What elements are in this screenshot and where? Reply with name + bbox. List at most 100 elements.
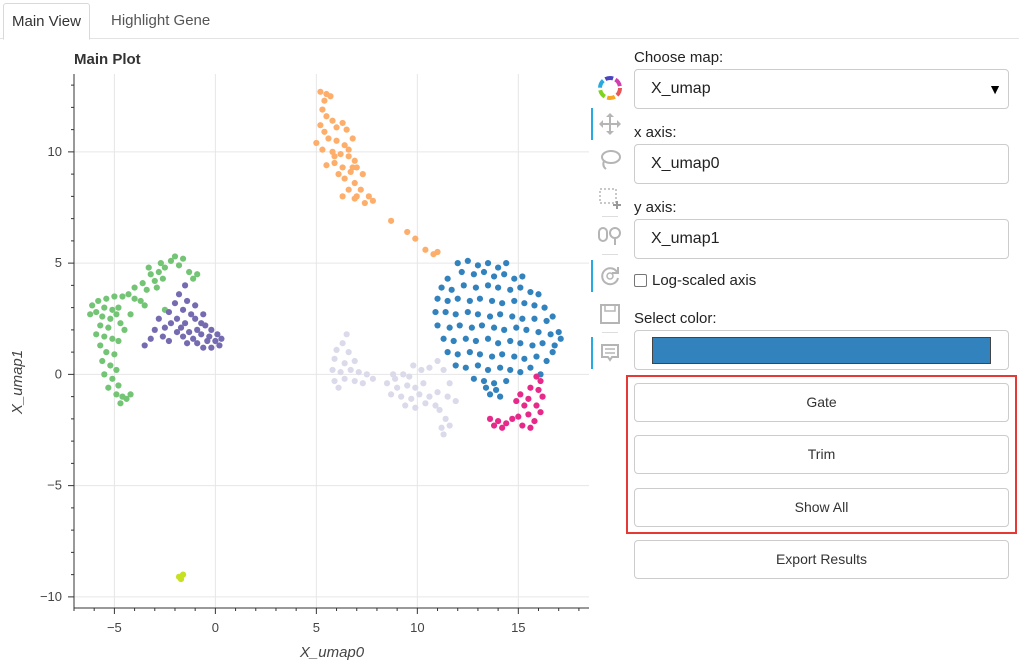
- scatter-point: [495, 264, 502, 271]
- scatter-point: [474, 362, 482, 369]
- scatter-point: [490, 380, 498, 387]
- scatter-point: [343, 331, 350, 338]
- scatter-point: [464, 308, 471, 316]
- main-plot[interactable]: Main Plot −5 0 5 10 15 10 5 0 −5 −10 X_umap0 X_um…: [0, 40, 592, 671]
- scatter-point: [511, 353, 518, 360]
- scatter-point: [462, 364, 469, 371]
- scatter-point: [476, 351, 484, 358]
- x-axis-label: X_umap0: [299, 644, 365, 661]
- scatter-point: [529, 342, 536, 349]
- scatter-point: [446, 422, 453, 429]
- show-all-button[interactable]: Show All: [634, 488, 1009, 527]
- tab-highlight-gene[interactable]: Highlight Gene: [111, 12, 211, 29]
- scatter-point: [501, 271, 508, 278]
- scatter-point: [486, 415, 494, 422]
- scatter-point: [200, 311, 207, 318]
- scatter-point: [484, 366, 492, 374]
- tab-main-view[interactable]: Main View: [3, 3, 90, 40]
- scatter-point: [341, 175, 348, 182]
- scatter-point: [369, 197, 377, 204]
- scatter-point: [218, 335, 225, 342]
- y-axis-field-label: y axis:: [634, 199, 677, 216]
- scatter-point: [480, 377, 488, 385]
- choose-map-select[interactable]: X_umap ▼: [634, 69, 1009, 109]
- scatter-point: [143, 286, 150, 293]
- x-axis-input[interactable]: X_umap0: [634, 144, 1009, 184]
- scatter-point: [541, 304, 548, 311]
- bokeh-logo-icon[interactable]: [594, 72, 626, 104]
- scatter-point: [525, 395, 532, 402]
- scatter-point: [173, 315, 181, 322]
- scatter-point: [171, 300, 179, 307]
- scatter-point: [517, 340, 524, 347]
- y-axis-input[interactable]: X_umap1: [634, 219, 1009, 259]
- scatter-point: [111, 293, 118, 300]
- choose-map-value: X_umap: [651, 80, 711, 97]
- scatter-point: [345, 349, 352, 356]
- scatter-point: [531, 302, 538, 309]
- scatter-point: [200, 344, 207, 351]
- scatter-point: [190, 335, 197, 342]
- scatter-point: [87, 311, 94, 318]
- scatter-point: [97, 342, 104, 349]
- scatter-point: [434, 357, 441, 365]
- scatter-point: [519, 273, 526, 280]
- y-axis-input-value: X_umap1: [651, 230, 720, 247]
- scatter-point: [141, 342, 148, 349]
- scatter-point: [131, 295, 138, 302]
- scatter-point: [517, 391, 524, 398]
- scatter-point: [490, 422, 498, 429]
- scatter-point: [450, 337, 457, 345]
- scatter-point: [337, 151, 344, 158]
- scatter-point: [131, 284, 138, 291]
- scatter-point: [117, 400, 124, 407]
- lasso-icon[interactable]: [594, 144, 626, 176]
- log-scaled-checkbox[interactable]: [634, 274, 647, 287]
- scatter-point: [359, 171, 366, 178]
- scatter-point: [127, 391, 134, 398]
- scatter-point: [333, 137, 340, 144]
- scatter-point: [317, 88, 324, 95]
- scatter-point: [438, 424, 445, 431]
- scatter-point: [186, 268, 193, 276]
- scatter-point: [472, 284, 480, 291]
- scatter-point: [383, 380, 391, 387]
- log-scaled-row: Log-scaled axis: [634, 272, 756, 289]
- scatter-point: [101, 304, 108, 311]
- scatter-point: [202, 322, 209, 329]
- scatter-point: [454, 295, 461, 302]
- scatter-point: [456, 322, 463, 329]
- scatter-point: [519, 422, 526, 429]
- reset-icon[interactable]: [591, 260, 626, 292]
- dropdown-arrow-icon: ▼: [988, 81, 1002, 97]
- scatter-point: [321, 128, 328, 135]
- hover-icon[interactable]: [591, 337, 626, 369]
- scatter-point: [444, 349, 451, 356]
- select-color-label: Select color:: [634, 310, 717, 327]
- export-results-button[interactable]: Export Results: [634, 540, 1009, 579]
- scatter-point: [464, 257, 471, 264]
- box-select-icon[interactable]: [594, 182, 626, 214]
- scatter-point: [192, 315, 199, 322]
- scatter-point: [351, 357, 358, 365]
- wheel-zoom-icon[interactable]: [594, 220, 626, 252]
- scatter-point: [155, 268, 162, 276]
- pan-icon[interactable]: [591, 108, 626, 140]
- save-icon[interactable]: [594, 298, 626, 330]
- y-tick-label: 0: [55, 366, 62, 381]
- scatter-point: [474, 262, 482, 269]
- scatter-point: [535, 329, 542, 336]
- scatter-point: [503, 260, 510, 267]
- gate-button[interactable]: Gate: [634, 383, 1009, 422]
- scatter-point: [119, 293, 126, 300]
- scatter-point: [517, 284, 524, 291]
- scatter-point: [325, 135, 332, 142]
- scatter-point: [448, 286, 455, 293]
- scatter-point: [412, 384, 419, 391]
- color-picker[interactable]: [634, 330, 1009, 370]
- scatter-point: [335, 384, 342, 391]
- scatter-point: [418, 366, 425, 374]
- scatter-point: [214, 331, 221, 338]
- scatter-point: [331, 377, 338, 385]
- trim-button[interactable]: Trim: [634, 435, 1009, 474]
